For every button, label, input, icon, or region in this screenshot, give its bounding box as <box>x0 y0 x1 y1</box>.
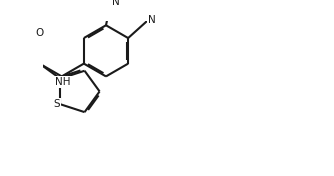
Text: NH: NH <box>55 77 71 87</box>
Text: S: S <box>54 99 60 109</box>
Text: O: O <box>35 29 44 38</box>
Text: N: N <box>148 15 156 25</box>
Text: N: N <box>112 0 120 7</box>
